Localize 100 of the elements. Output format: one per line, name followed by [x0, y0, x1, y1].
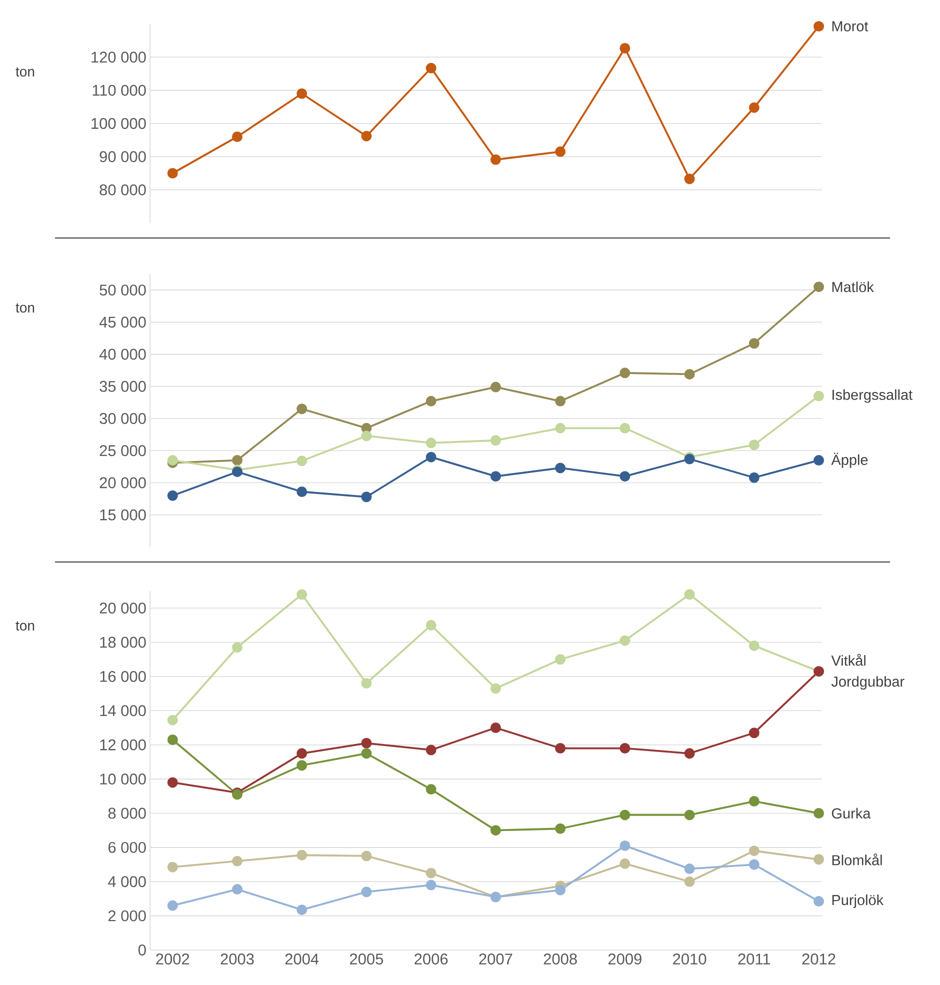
point — [748, 728, 760, 738]
point — [232, 455, 242, 466]
y-tick-label: 2 000 — [108, 910, 146, 922]
point — [490, 722, 501, 734]
y-tick-label: 80 000 — [100, 184, 146, 196]
point — [814, 808, 824, 818]
point — [426, 744, 436, 756]
point — [748, 859, 760, 870]
point — [232, 642, 242, 653]
point — [814, 896, 824, 907]
y-tick-label: 30 000 — [100, 413, 146, 424]
point — [814, 21, 824, 32]
point — [232, 132, 242, 142]
point — [490, 471, 501, 482]
point — [361, 678, 372, 689]
point — [814, 455, 824, 466]
y-tick-label: 0 — [138, 944, 146, 956]
point — [620, 42, 630, 54]
point — [426, 868, 436, 878]
y-tick-label: 14 000 — [100, 705, 146, 716]
point — [232, 856, 242, 866]
point — [555, 462, 566, 474]
point — [748, 472, 760, 483]
point — [620, 810, 630, 820]
x-tick-label: 2011 — [738, 954, 770, 965]
point — [620, 422, 630, 434]
y-tick-label: 15 000 — [100, 509, 146, 520]
point — [684, 368, 695, 380]
point — [426, 438, 436, 448]
point — [361, 850, 372, 862]
point — [490, 435, 501, 446]
point — [490, 683, 501, 694]
point — [296, 404, 308, 414]
point — [748, 846, 760, 856]
point — [426, 880, 436, 890]
point — [555, 146, 566, 157]
point — [296, 589, 308, 600]
x-tick-label: 2003 — [220, 954, 254, 965]
point — [555, 884, 566, 896]
point — [167, 862, 178, 872]
point — [620, 840, 630, 851]
point — [490, 154, 501, 165]
y-tick-label: 20 000 — [100, 477, 146, 488]
point — [555, 823, 566, 834]
x-tick-label: 2005 — [350, 954, 384, 965]
x-tick-label: 2007 — [479, 954, 512, 965]
point — [814, 390, 824, 402]
point — [426, 620, 436, 630]
point — [167, 777, 178, 788]
point — [296, 486, 308, 497]
point — [167, 900, 178, 911]
point — [167, 734, 178, 745]
y-axis-title: ton — [16, 621, 34, 631]
series-label: Gurka — [832, 808, 871, 819]
point — [296, 904, 308, 916]
point — [684, 810, 695, 820]
point — [490, 825, 501, 836]
point — [361, 130, 372, 142]
y-tick-label: 90 000 — [100, 151, 146, 162]
point — [555, 422, 566, 434]
y-tick-label: 40 000 — [99, 348, 146, 360]
y-tick-label: 10 000 — [100, 774, 146, 785]
point — [620, 368, 630, 378]
point — [684, 589, 695, 600]
point — [814, 854, 824, 865]
y-tick-label: 100 000 — [92, 118, 146, 129]
point — [684, 864, 695, 874]
y-tick-label: 45 000 — [99, 316, 146, 328]
point — [232, 884, 242, 895]
series-label: Isbergssallat — [832, 389, 912, 403]
series-label: Vitkål — [831, 654, 866, 666]
point — [748, 796, 760, 807]
series-label: Blomkål — [832, 853, 882, 866]
x-tick-label: 2008 — [544, 954, 577, 965]
y-tick-label: 110 000 — [92, 84, 146, 96]
point — [167, 490, 178, 501]
point — [620, 858, 630, 869]
series-label: Morot — [832, 21, 868, 32]
point — [620, 743, 630, 754]
point — [426, 62, 436, 74]
x-tick-label: 2010 — [673, 954, 706, 965]
point — [426, 784, 436, 795]
point — [296, 88, 308, 99]
point — [748, 640, 760, 651]
y-tick-label: 35 000 — [100, 380, 146, 392]
point — [167, 455, 178, 466]
point — [361, 748, 372, 759]
point — [555, 396, 566, 406]
point — [167, 714, 178, 726]
y-tick-label: 6 000 — [108, 842, 146, 853]
point — [620, 471, 630, 482]
y-axis-title: ton — [16, 67, 34, 77]
point — [684, 174, 695, 184]
x-tick-label: 2009 — [608, 954, 642, 965]
point — [684, 748, 695, 759]
y-tick-label: 120 000 — [92, 52, 146, 63]
point — [296, 456, 308, 466]
point — [684, 876, 695, 887]
point — [748, 338, 760, 349]
y-tick-label: 8 000 — [108, 808, 146, 819]
